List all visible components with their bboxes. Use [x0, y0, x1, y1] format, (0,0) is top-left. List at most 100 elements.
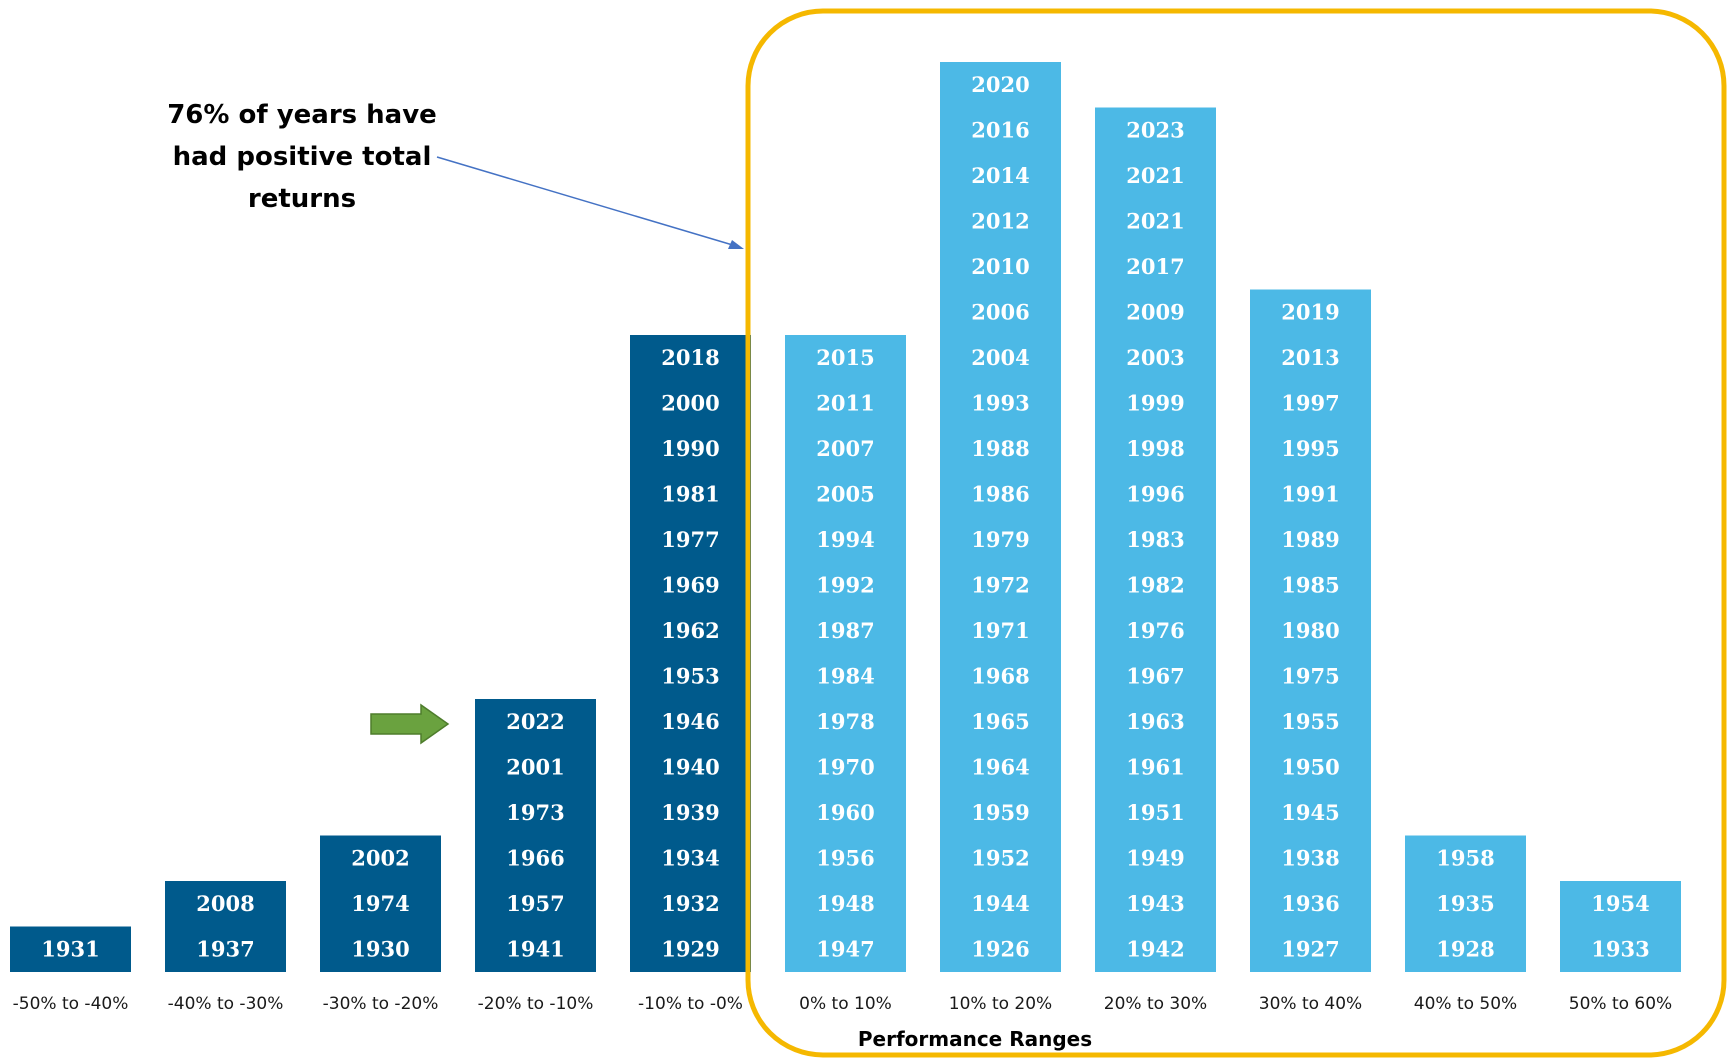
bar-5: [785, 335, 906, 972]
positive-returns-highlight: [745, 8, 1727, 1058]
year-label: 1983: [1126, 527, 1184, 552]
year-label: 2000: [661, 390, 719, 415]
year-label: 1982: [1126, 572, 1184, 597]
year-label: 1988: [971, 436, 1029, 461]
category-label: 0% to 10%: [799, 994, 892, 1014]
year-label: 1967: [1126, 663, 1184, 688]
year-label: 1971: [971, 618, 1029, 643]
year-label: 1946: [661, 709, 719, 734]
year-label: 1931: [41, 936, 99, 961]
year-label: 1996: [1126, 481, 1184, 506]
year-label: 1987: [816, 618, 874, 643]
year-label: 1980: [1281, 618, 1339, 643]
year-label: 1974: [351, 891, 409, 916]
year-label: 1999: [1126, 390, 1184, 415]
year-label: 1959: [971, 800, 1029, 825]
year-label: 1932: [661, 891, 719, 916]
category-labels: -50% to -40% -40% to -30% -30% to -20% -20%…: [13, 994, 1673, 1014]
year-label: 1930: [351, 936, 409, 961]
category-label: -10% to -0%: [638, 994, 743, 1014]
year-label: 2011: [816, 390, 874, 415]
bar-10: [1560, 881, 1681, 972]
year-label: 1945: [1281, 800, 1339, 825]
year-label: 1969: [661, 572, 719, 597]
year-label: 2005: [816, 481, 874, 506]
year-label: 1985: [1281, 572, 1339, 597]
year-label: 1990: [661, 436, 719, 461]
year-label: 2019: [1281, 299, 1339, 324]
year-label: 2021: [1126, 163, 1184, 188]
year-label: 1957: [506, 891, 564, 916]
year-label: 1952: [971, 845, 1029, 870]
year-label: 2018: [661, 345, 719, 370]
year-label: 1934: [661, 845, 719, 870]
year-label: 1942: [1126, 936, 1184, 961]
year-label: 2013: [1281, 345, 1339, 370]
year-label: 2020: [971, 72, 1029, 97]
year-label: 1944: [971, 891, 1029, 916]
year-label: 1998: [1126, 436, 1184, 461]
year-label: 1978: [816, 709, 874, 734]
year-label: 1928: [1436, 936, 1494, 961]
year-label: 2004: [971, 345, 1029, 370]
bar-4: [630, 335, 751, 972]
category-label: 50% to 60%: [1569, 994, 1672, 1014]
year-label: 1995: [1281, 436, 1339, 461]
bar-9: [1405, 835, 1526, 972]
year-label: 1938: [1281, 845, 1339, 870]
year-label: 2017: [1126, 254, 1184, 279]
annotation: 76% of years have had positive total ret…: [167, 100, 437, 214]
category-label: 10% to 20%: [949, 994, 1052, 1014]
year-label: 1994: [816, 527, 874, 552]
year-label: 1963: [1126, 709, 1184, 734]
year-label: 2003: [1126, 345, 1184, 370]
category-label: -30% to -20%: [323, 994, 439, 1014]
bar-6: [940, 62, 1061, 972]
year-label: 2023: [1126, 117, 1184, 142]
year-label: 1926: [971, 936, 1029, 961]
year-label: 1954: [1591, 891, 1649, 916]
year-label: 1939: [661, 800, 719, 825]
year-label: 1991: [1281, 481, 1339, 506]
year-label: 2009: [1126, 299, 1184, 324]
bar-7: [1095, 107, 1216, 972]
year-label: 1989: [1281, 527, 1339, 552]
year-label: 1975: [1281, 663, 1339, 688]
x-axis-label: Performance Ranges: [858, 1027, 1092, 1051]
year-label: 1992: [816, 572, 874, 597]
year-label: 2012: [971, 208, 1029, 233]
annotation-pointer: [436, 156, 744, 249]
year-label: 2022: [506, 709, 564, 734]
year-label: 1965: [971, 709, 1029, 734]
bar-3: [475, 699, 596, 972]
category-label: -20% to -10%: [478, 994, 594, 1014]
year-label: 1997: [1281, 390, 1339, 415]
year-label: 1972: [971, 572, 1029, 597]
year-label: 1936: [1281, 891, 1339, 916]
year-label: 1950: [1281, 754, 1339, 779]
year-label: 2007: [816, 436, 874, 461]
year-label: 1977: [661, 527, 719, 552]
bar-8: [1250, 289, 1371, 972]
year-label: 1940: [661, 754, 719, 779]
year-label: 1949: [1126, 845, 1184, 870]
year-label: 2008: [196, 891, 254, 916]
year-label: 1947: [816, 936, 874, 961]
year-label: 1948: [816, 891, 874, 916]
year-label: 1984: [816, 663, 874, 688]
bar-0: [10, 926, 131, 972]
year-label: 1993: [971, 390, 1029, 415]
category-label: 30% to 40%: [1259, 994, 1362, 1014]
year-label: 1976: [1126, 618, 1184, 643]
year-label: 1933: [1591, 936, 1649, 961]
year-label: 2002: [351, 845, 409, 870]
year-label: 1943: [1126, 891, 1184, 916]
year-label: 1937: [196, 936, 254, 961]
year-label: 1935: [1436, 891, 1494, 916]
year-label: 2010: [971, 254, 1029, 279]
year-label: 1953: [661, 663, 719, 688]
year-label: 2001: [506, 754, 564, 779]
year-label: 1964: [971, 754, 1029, 779]
year-label: 1986: [971, 481, 1029, 506]
